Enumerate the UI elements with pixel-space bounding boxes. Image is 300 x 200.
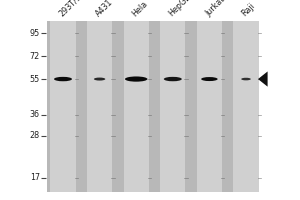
- Bar: [160, 21, 185, 192]
- Ellipse shape: [125, 76, 148, 82]
- Ellipse shape: [241, 78, 251, 80]
- Bar: [233, 21, 259, 192]
- Text: 36: 36: [30, 110, 40, 119]
- Bar: [124, 21, 149, 192]
- Text: 72: 72: [30, 52, 40, 61]
- Text: A431: A431: [94, 0, 115, 18]
- Text: Jurkat: Jurkat: [204, 0, 226, 18]
- Bar: [197, 21, 222, 192]
- Ellipse shape: [164, 77, 182, 81]
- Text: 17: 17: [30, 173, 40, 182]
- Bar: [50, 21, 76, 192]
- Text: 293T/17: 293T/17: [57, 0, 87, 18]
- Text: 95: 95: [30, 29, 40, 38]
- Text: HepG2: HepG2: [167, 0, 193, 18]
- Bar: [87, 21, 112, 192]
- Polygon shape: [258, 71, 268, 87]
- Bar: [46, 21, 256, 192]
- Text: Raji: Raji: [240, 1, 257, 18]
- Text: Hela: Hela: [130, 0, 150, 18]
- Ellipse shape: [201, 77, 217, 81]
- Text: 55: 55: [30, 75, 40, 84]
- Ellipse shape: [54, 77, 72, 81]
- Text: 28: 28: [30, 131, 40, 140]
- Ellipse shape: [94, 78, 105, 81]
